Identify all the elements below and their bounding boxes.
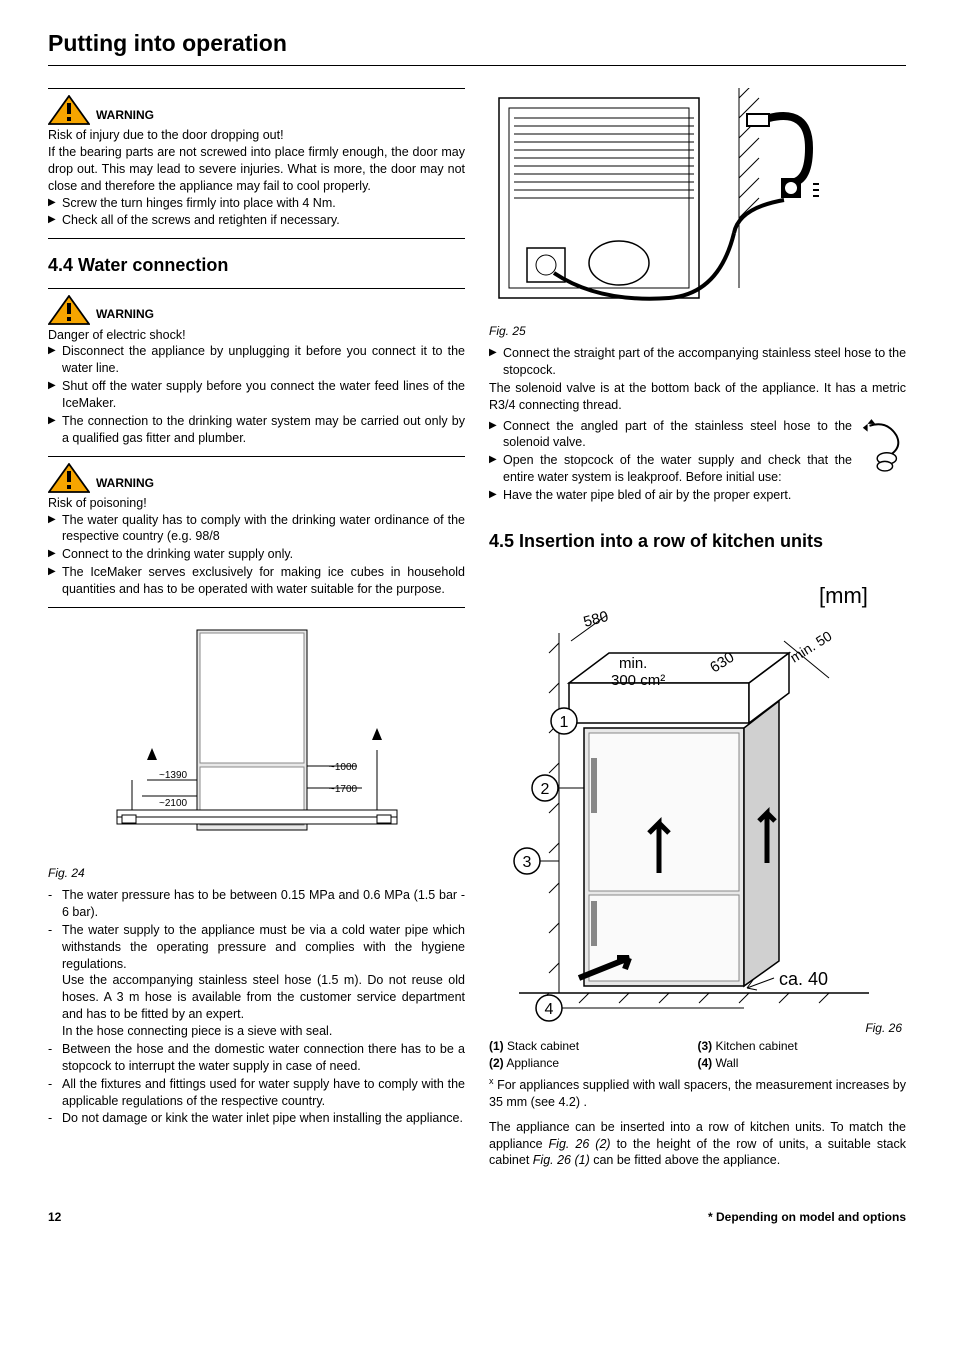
warning-box-door: WARNING Risk of injury due to the door d… bbox=[48, 88, 465, 239]
dash-item: Between the hose and the domestic water … bbox=[48, 1041, 465, 1075]
page-title: Putting into operation bbox=[48, 28, 906, 66]
svg-text:[mm]: [mm] bbox=[819, 583, 868, 608]
warning-bullets: Screw the turn hinges firmly into place … bbox=[48, 195, 465, 230]
svg-text:ca. 40: ca. 40 bbox=[779, 969, 828, 989]
warning-icon bbox=[48, 463, 90, 493]
warning-box-shock: WARNING Danger of electric shock! Discon… bbox=[48, 288, 465, 456]
section-heading-45: 4.5 Insertion into a row of kitchen unit… bbox=[489, 529, 906, 553]
dash-item: The water supply to the appliance must b… bbox=[48, 922, 465, 1040]
bullet: Disconnect the appliance by unplugging i… bbox=[48, 343, 465, 377]
svg-text:2: 2 bbox=[541, 781, 550, 798]
svg-text:3: 3 bbox=[523, 854, 532, 871]
figure-26: [mm] bbox=[489, 563, 906, 1038]
legend-item: (3) Kitchen cabinet bbox=[698, 1038, 907, 1054]
svg-text:min.: min. bbox=[619, 655, 647, 672]
warning-label: WARNING bbox=[96, 107, 154, 125]
warning-label: WARNING bbox=[96, 475, 154, 493]
warning-bullets: Disconnect the appliance by unplugging i… bbox=[48, 343, 465, 446]
legend: (1) Stack cabinet (2) Appliance (3) Kitc… bbox=[489, 1038, 906, 1070]
page-number: 12 bbox=[48, 1209, 61, 1225]
warning-icon bbox=[48, 295, 90, 325]
svg-text:1: 1 bbox=[560, 714, 569, 731]
arrows-with-icon: Connect the angled part of the stainless… bbox=[489, 418, 906, 505]
fig24-caption: Fig. 24 bbox=[48, 865, 465, 881]
bullet: Shut off the water supply before you con… bbox=[48, 378, 465, 412]
svg-text:~2100: ~2100 bbox=[159, 798, 188, 809]
bullet: Screw the turn hinges firmly into place … bbox=[48, 195, 465, 212]
page-footer: 12 * Depending on model and options bbox=[48, 1209, 906, 1225]
footnote: x For appliances supplied with wall spac… bbox=[489, 1075, 906, 1111]
left-column: WARNING Risk of injury due to the door d… bbox=[48, 88, 465, 1173]
svg-text:~1000: ~1000 bbox=[329, 762, 358, 773]
fig25-caption: Fig. 25 bbox=[489, 323, 906, 339]
dash-item: The water pressure has to be between 0.1… bbox=[48, 887, 465, 921]
arrows-1: Connect the straight part of the accompa… bbox=[489, 345, 906, 379]
bullet: Connect the angled part of the stainless… bbox=[489, 418, 906, 452]
footer-note: * Depending on model and options bbox=[708, 1209, 906, 1225]
warning-icon bbox=[48, 95, 90, 125]
para-insertion: The appliance can be inserted into a row… bbox=[489, 1119, 906, 1170]
bullet: Open the stopcock of the water supply an… bbox=[489, 452, 906, 486]
bullet: Have the water pipe bled of air by the p… bbox=[489, 487, 906, 504]
svg-text:4: 4 bbox=[545, 1001, 554, 1018]
bullet: Connect the straight part of the accompa… bbox=[489, 345, 906, 379]
warning-lead: Danger of electric shock! bbox=[48, 327, 465, 344]
right-column: Fig. 25 Connect the straight part of the… bbox=[489, 88, 906, 1173]
warning-box-poison: WARNING Risk of poisoning! The water qua… bbox=[48, 456, 465, 608]
bullet: The IceMaker serves exclusively for maki… bbox=[48, 564, 465, 598]
warning-lead: Risk of poisoning! bbox=[48, 495, 465, 512]
warning-label: WARNING bbox=[96, 306, 154, 324]
bullet: Check all of the screws and retighten if… bbox=[48, 212, 465, 229]
legend-item: (4) Wall bbox=[698, 1055, 907, 1071]
warning-bullets: The water quality has to comply with the… bbox=[48, 512, 465, 598]
warning-body: If the bearing parts are not screwed int… bbox=[48, 144, 465, 195]
fig24-svg: ~1390 ~2100 ~1000 ~1700 bbox=[87, 620, 427, 860]
two-column-layout: WARNING Risk of injury due to the door d… bbox=[48, 88, 906, 1173]
bullet: The connection to the drinking water sys… bbox=[48, 413, 465, 447]
bullet: The water quality has to comply with the… bbox=[48, 512, 465, 546]
dash-list: The water pressure has to be between 0.1… bbox=[48, 887, 465, 1127]
para-solenoid: The solenoid valve is at the bottom back… bbox=[489, 380, 906, 414]
legend-item: (2) Appliance bbox=[489, 1055, 698, 1071]
figure-24: ~1390 ~2100 ~1000 ~1700 bbox=[48, 620, 465, 865]
legend-item: (1) Stack cabinet bbox=[489, 1038, 698, 1054]
svg-text:580: 580 bbox=[582, 608, 611, 631]
svg-text:~1700: ~1700 bbox=[329, 784, 358, 795]
svg-text:min. 50: min. 50 bbox=[787, 628, 835, 666]
dash-item: All the fixtures and fittings used for w… bbox=[48, 1076, 465, 1110]
svg-text:300 cm²: 300 cm² bbox=[611, 672, 665, 689]
fig26-svg: [mm] bbox=[489, 563, 899, 1033]
fig25-svg bbox=[489, 88, 889, 318]
figure-25 bbox=[489, 88, 906, 323]
section-heading-44: 4.4 Water connection bbox=[48, 253, 465, 277]
dash-item: Do not damage or kink the water inlet pi… bbox=[48, 1110, 465, 1127]
svg-text:~1390: ~1390 bbox=[159, 770, 188, 781]
bullet: Connect to the drinking water supply onl… bbox=[48, 546, 465, 563]
warning-lead: Risk of injury due to the door dropping … bbox=[48, 127, 465, 144]
